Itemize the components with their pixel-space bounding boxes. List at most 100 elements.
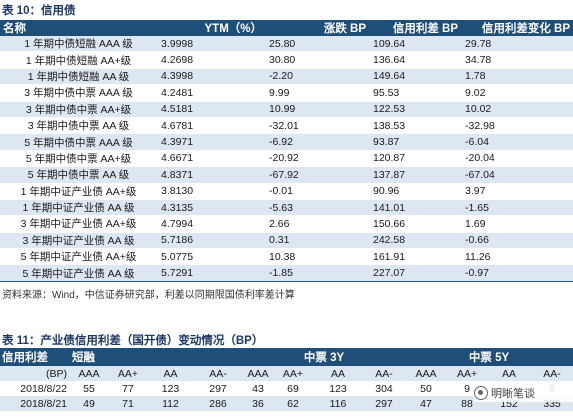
value-cell: 71 — [108, 396, 148, 411]
table10-source-note: 资料来源：Wind，中信证券研究部，利差以同期限国债利率差计算 — [2, 290, 295, 301]
bond-name-cell: 5 年期中债中票 AAA 级 — [0, 133, 157, 151]
table-row: 5 年期中债中票 AA 级 4.8371 -67.92 137.87 -67.04 — [0, 166, 573, 184]
table-row: 1 年期中债短融 AA+级 4.2698 30.80 136.64 34.78 — [0, 51, 573, 69]
value-cell: 47 — [405, 396, 448, 411]
table-row: 3 年期中证产业债 AA+级 4.7994 2.66 150.66 1.69 — [0, 215, 573, 233]
wechat-account-icon — [474, 386, 488, 400]
value-cell: 50 — [405, 381, 448, 396]
value-cell: -32.01 — [265, 117, 369, 135]
table-row: 1 年期中证产业债 AA+级 3.8130 -0.01 90.96 3.97 — [0, 183, 573, 200]
value-cell: 297 — [363, 396, 406, 411]
value-cell: -6.04 — [461, 133, 573, 151]
table-row: 3 年期中债中票 AAA 级 4.2481 9.99 95.53 9.02 — [0, 84, 573, 102]
table-row: 3 年期中证产业债 AA 级 5.7186 0.31 242.58 -0.66 — [0, 232, 573, 250]
value-cell: 4.6671 — [157, 150, 265, 168]
value-cell: -1.85 — [265, 264, 369, 282]
value-cell: 4.6781 — [157, 117, 265, 135]
value-cell: 10.99 — [265, 101, 369, 118]
table-row: 5 年期中债中票 AAA 级 4.3971 -6.92 93.87 -6.04 — [0, 133, 573, 151]
table-row: 1 年期中债短融 AA 级 4.3998 -2.20 149.64 1.78 — [0, 68, 573, 86]
value-cell: 62 — [273, 396, 313, 411]
table10-caption: 表 10：信用债 — [2, 5, 76, 17]
value-cell: 297 — [193, 381, 243, 396]
value-cell: -2.20 — [265, 68, 369, 86]
watermark-text: 明晰笔谈 — [491, 388, 535, 400]
value-cell: 10.38 — [265, 248, 369, 266]
value-cell: 149.64 — [369, 68, 461, 86]
value-cell: 1.78 — [461, 68, 573, 86]
value-cell: 93.87 — [369, 133, 461, 151]
header-group-mtn-3y: 中票 3Y — [243, 348, 406, 366]
rating-header: AA- — [531, 366, 573, 381]
bond-name-cell: 1 年期中证产业债 AA+级 — [0, 183, 157, 200]
rating-header: AA- — [193, 366, 243, 381]
table-row: 5 年期中证产业债 AA+级 5.0775 10.38 161.91 11.26 — [0, 248, 573, 266]
value-cell: 242.58 — [369, 232, 461, 250]
value-cell: 9.99 — [265, 84, 369, 102]
rating-header: AAA — [405, 366, 448, 381]
value-cell: 9.02 — [461, 84, 573, 102]
value-cell: 3.8130 — [157, 183, 265, 200]
watermark: 明晰笔谈 — [474, 384, 573, 402]
value-cell: 10.02 — [461, 101, 573, 118]
value-cell: -20.04 — [461, 150, 573, 168]
value-cell: -0.66 — [461, 232, 573, 250]
value-cell: 49 — [70, 396, 108, 411]
value-cell: 90.96 — [369, 183, 461, 200]
value-cell: 5.0775 — [157, 248, 265, 266]
table11-caption: 表 11：产业债信用利差（国开债）变动情况（BP） — [2, 335, 264, 347]
bond-name-cell: 1 年期中债短融 AA 级 — [0, 68, 157, 86]
value-cell: -6.92 — [265, 133, 369, 151]
value-cell: 4.7994 — [157, 215, 265, 233]
header-change-bp: 涨跌 BP — [265, 20, 369, 36]
value-cell: 123 — [313, 381, 363, 396]
value-cell: 4.3135 — [157, 199, 265, 217]
header-name: 名称 — [0, 20, 157, 36]
value-cell: 286 — [193, 396, 243, 411]
header-group-mtn-5y: 中票 5Y — [405, 348, 573, 366]
rating-header: AA+ — [108, 366, 148, 381]
table-row: 3 年期中债中票 AA+级 4.5181 10.99 122.53 10.02 — [0, 101, 573, 118]
value-cell: 137.87 — [369, 166, 461, 184]
table-row: 5 年期中证产业债 AA 级 5.7291 -1.85 227.07 -0.97 — [0, 264, 573, 282]
bond-name-cell: 3 年期中证产业债 AA+级 — [0, 215, 157, 233]
bond-name-cell: 3 年期中债中票 AA 级 — [0, 117, 157, 135]
value-cell: -1.65 — [461, 199, 573, 217]
bond-name-cell: 1 年期中债短融 AA+级 — [0, 51, 157, 69]
value-cell: 55 — [70, 381, 108, 396]
value-cell: 4.2698 — [157, 51, 265, 69]
value-cell: 77 — [108, 381, 148, 396]
header-group-short-term: 短融 — [70, 348, 243, 366]
value-cell: 227.07 — [369, 264, 461, 282]
bond-name-cell: 1 年期中债短融 AAA 级 — [0, 36, 157, 53]
value-cell: -5.63 — [265, 199, 369, 217]
value-cell: 304 — [363, 381, 406, 396]
header-spread-label: 信用利差 — [0, 348, 70, 366]
value-cell: 11.26 — [461, 248, 573, 266]
rating-header: AA- — [363, 366, 406, 381]
rating-header: AAA — [70, 366, 108, 381]
value-cell: 4.5181 — [157, 101, 265, 118]
value-cell: 4.3971 — [157, 133, 265, 151]
value-cell: 138.53 — [369, 117, 461, 135]
value-cell: 116 — [313, 396, 363, 411]
unit-label: (BP) — [0, 366, 70, 381]
value-cell: -67.04 — [461, 166, 573, 184]
rating-header: AA+ — [447, 366, 488, 381]
bond-name-cell: 5 年期中债中票 AA 级 — [0, 166, 157, 184]
value-cell: 2.66 — [265, 215, 369, 233]
value-cell: 69 — [273, 381, 313, 396]
value-cell: 150.66 — [369, 215, 461, 233]
value-cell: 136.64 — [369, 51, 461, 69]
value-cell: 29.78 — [461, 36, 573, 53]
table10-header-row: 名称 YTM（%） 涨跌 BP 信用利差 BP 信用利差变化 BP — [0, 20, 573, 36]
date-cell: 2018/8/22 — [0, 381, 70, 396]
value-cell: 25.80 — [265, 36, 369, 53]
header-spread-change-bp: 信用利差变化 BP — [461, 20, 573, 36]
value-cell: 5.7291 — [157, 264, 265, 282]
value-cell: 141.01 — [369, 199, 461, 217]
value-cell: 4.8371 — [157, 166, 265, 184]
value-cell: 36 — [243, 396, 273, 411]
header-ytm: YTM（%） — [157, 20, 265, 36]
table-row: 1 年期中证产业债 AA 级 4.3135 -5.63 141.01 -1.65 — [0, 199, 573, 217]
